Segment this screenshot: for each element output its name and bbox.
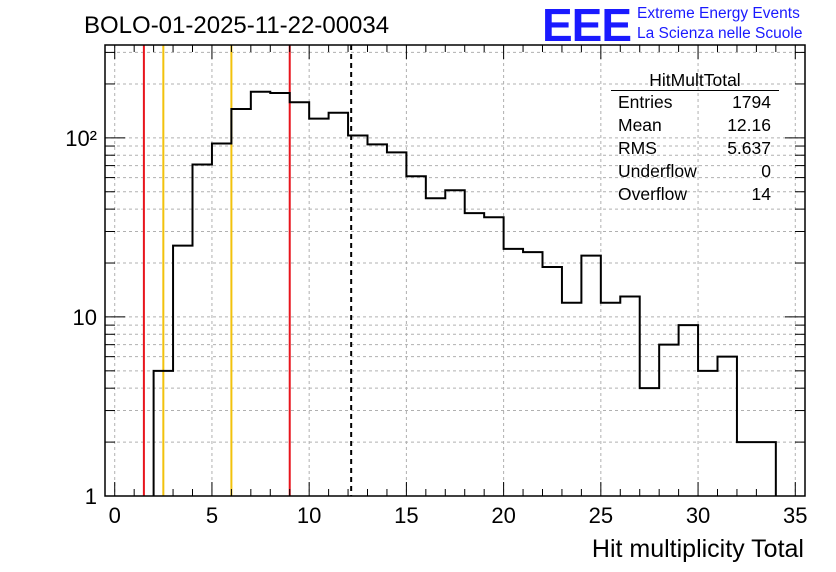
- stats-value: 12.16: [727, 115, 771, 135]
- histogram-bin: [504, 249, 523, 496]
- histogram-bin: [581, 256, 600, 496]
- x-tick-label: 25: [589, 503, 613, 528]
- x-tick-label: 20: [491, 503, 515, 528]
- stats-title: HitMultTotal: [611, 70, 779, 91]
- histogram-bin: [212, 143, 231, 496]
- histogram-bin: [601, 303, 620, 496]
- histogram-bin: [737, 442, 756, 496]
- stats-row-underflow: Underflow 0: [611, 160, 779, 183]
- histogram-bin: [329, 113, 348, 496]
- stats-label: Entries: [618, 92, 673, 112]
- x-tick-label: 5: [206, 503, 218, 528]
- histogram-bin: [251, 92, 270, 496]
- y-tick-label: 10: [73, 305, 97, 330]
- histogram-bin: [368, 144, 387, 496]
- histogram-bin: [465, 213, 484, 496]
- histogram-bin: [543, 267, 562, 496]
- histogram-bin: [173, 246, 192, 496]
- histogram-bin: [270, 93, 289, 496]
- histogram-bin: [154, 371, 173, 496]
- stats-value: 5.637: [727, 138, 771, 158]
- y-tick-label: 10²: [65, 126, 97, 151]
- x-tick-label: 35: [783, 503, 807, 528]
- histogram-bin: [718, 357, 737, 496]
- histogram-bin: [426, 198, 445, 496]
- eee-logo: EEE: [542, 0, 632, 51]
- histogram-bin: [445, 190, 464, 496]
- histogram-bin: [659, 345, 678, 496]
- histogram-bin: [756, 442, 775, 496]
- stats-row-mean: Mean 12.16: [611, 114, 779, 137]
- y-tick-label: 1: [85, 484, 97, 509]
- logo-tagline-2: La Scienza nelle Scuole: [637, 25, 803, 42]
- histogram-bin: [698, 371, 717, 496]
- histogram-bin: [231, 109, 250, 496]
- run-title: BOLO-01-2025-11-22-00034: [84, 12, 390, 39]
- histogram-bin: [290, 102, 309, 496]
- stats-box: HitMultTotal Entries 1794 Mean 12.16 RMS…: [611, 70, 779, 206]
- histogram-bin: [309, 119, 328, 496]
- logo-tagline-1: Extreme Energy Events: [637, 5, 800, 22]
- stats-label: Overflow: [618, 184, 688, 204]
- histogram-bin: [640, 388, 659, 496]
- stats-row-overflow: Overflow 14: [611, 183, 779, 206]
- histogram-bin: [523, 252, 542, 496]
- histogram-bin: [679, 325, 698, 496]
- stats-row-entries: Entries 1794: [611, 91, 779, 114]
- histogram-bin: [406, 176, 425, 496]
- plot-frame: [104, 44, 806, 497]
- x-tick-label: 15: [394, 503, 418, 528]
- x-tick-label: 30: [686, 503, 710, 528]
- stats-label: RMS: [618, 138, 657, 158]
- histogram-bin: [387, 152, 406, 496]
- stats-value: 1794: [732, 92, 771, 112]
- histogram-bin: [348, 136, 367, 496]
- x-axis-title: Hit multiplicity Total: [591, 535, 804, 563]
- stats-label: Underflow: [618, 161, 697, 181]
- histogram-bin: [620, 297, 639, 496]
- histogram-outline: [152, 90, 777, 496]
- histogram-bin: [193, 164, 212, 496]
- histogram-bin: [484, 217, 503, 496]
- stats-value: 14: [751, 184, 771, 204]
- x-tick-label: 10: [297, 503, 321, 528]
- x-tick-label: 0: [109, 503, 121, 528]
- histogram-bin: [562, 303, 581, 496]
- stats-row-rms: RMS 5.637: [611, 137, 779, 160]
- stats-label: Mean: [618, 115, 662, 135]
- stats-value: 0: [761, 161, 771, 181]
